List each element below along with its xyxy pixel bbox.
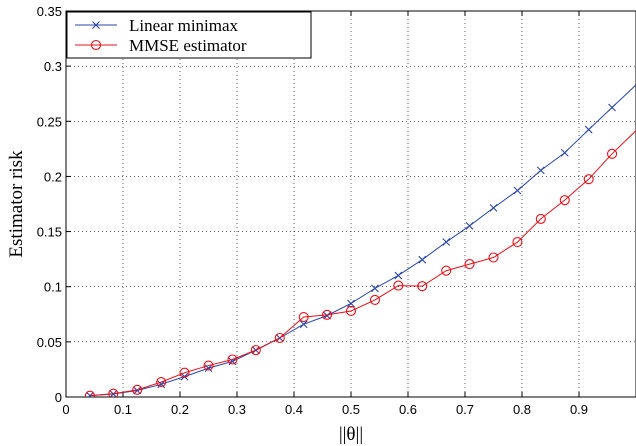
series-line: [89, 130, 636, 397]
legend-label: Linear minimax: [129, 16, 239, 35]
x-tick-label: 0: [62, 402, 69, 417]
data-point: [393, 280, 404, 291]
series-linear-minimax: [86, 84, 636, 397]
legend-marker: [90, 39, 102, 51]
x-tick-label: 0.9: [570, 402, 588, 417]
x-tick-label: 0.6: [399, 402, 417, 417]
x-tick-label: 0.4: [285, 402, 303, 417]
series-line: [89, 84, 636, 397]
data-point: [465, 221, 474, 230]
data-point: [274, 332, 285, 344]
data-point: [133, 386, 142, 395]
data-point: [156, 377, 167, 388]
x-tick-label: 0.8: [513, 402, 531, 417]
data-point: [489, 203, 498, 212]
data-point: [347, 299, 355, 308]
data-point: [250, 345, 261, 356]
y-tick-label: 0.1: [44, 280, 62, 295]
y-tick-label: 0: [55, 390, 62, 405]
data-point: [369, 294, 380, 305]
data-point: [607, 148, 618, 159]
data-point: [535, 213, 546, 224]
data-point: [179, 367, 190, 378]
data-point: [180, 372, 189, 381]
legend-label: MMSE estimator: [129, 36, 247, 55]
axis-ticks: 0 0.1 0.2 0.3 0.4 0.5 0.6 0.7 0.8 0.9 0 0.05 0.1 0.15…: [37, 4, 588, 417]
y-tick-label: 0.25: [37, 114, 62, 129]
y-tick-label: 0.05: [37, 335, 62, 350]
data-point: [157, 380, 166, 389]
data-point: [322, 309, 333, 320]
data-point: [203, 360, 214, 371]
data-point: [442, 238, 451, 246]
data-point: [512, 236, 523, 248]
x-axis-title: ||θ||: [339, 424, 363, 445]
data-point: [108, 388, 119, 397]
data-point: [608, 103, 616, 112]
legend-box: [66, 11, 312, 59]
data-point: [84, 390, 95, 397]
y-tick-label: 0.3: [44, 59, 62, 74]
data-point: [559, 195, 570, 206]
data-point: [323, 311, 331, 320]
data-point: [513, 186, 522, 195]
data-point: [394, 271, 403, 280]
x-tick-label: 0.3: [228, 402, 246, 417]
data-point: [418, 255, 427, 264]
legend-entry: MMSE estimator: [75, 36, 247, 55]
x-tick-label: 0.2: [171, 402, 189, 417]
y-axis-title: Estimator risk: [6, 150, 27, 258]
y-tick-label: 0.35: [37, 4, 62, 19]
y-tick-label: 0.2: [44, 169, 62, 184]
legend-marker: [92, 21, 100, 29]
x-tick-label: 0.5: [342, 402, 360, 417]
data-point: [464, 259, 475, 270]
x-tick-label: 0.7: [456, 402, 474, 417]
series-group: [84, 84, 636, 397]
data-point: [536, 166, 545, 175]
data-point: [584, 125, 593, 134]
data-point: [488, 252, 499, 263]
legend-entry: Linear minimax: [75, 16, 239, 35]
grid: [66, 11, 636, 397]
data-point: [298, 311, 309, 323]
data-point: [560, 148, 569, 157]
data-point: [417, 281, 428, 292]
data-point: [345, 305, 357, 317]
data-point: [132, 384, 143, 395]
x-tick-label: 0.1: [114, 402, 132, 417]
data-point: [583, 174, 594, 185]
data-point: [441, 265, 452, 276]
y-tick-label: 0.15: [37, 225, 62, 240]
data-point: [227, 354, 238, 365]
series-mmse-estimator: [84, 130, 636, 397]
data-point: [371, 284, 379, 293]
data-point: [299, 320, 308, 329]
